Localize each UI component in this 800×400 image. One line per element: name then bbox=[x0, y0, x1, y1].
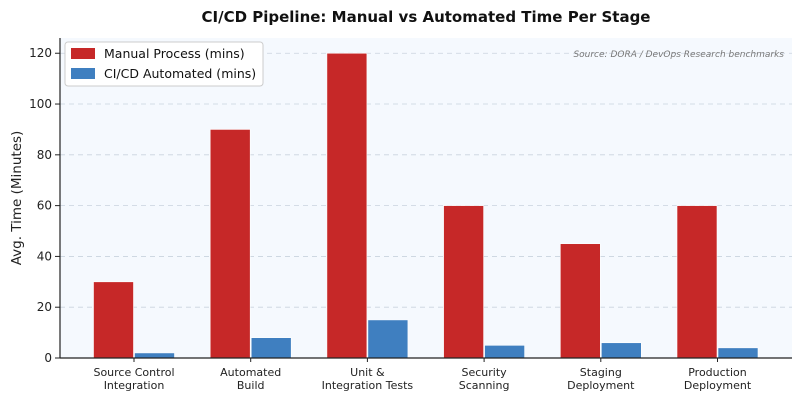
bar-manual bbox=[209, 129, 251, 359]
x-tick-label: Deployment bbox=[567, 379, 635, 392]
legend-label-manual: Manual Process (mins) bbox=[104, 46, 245, 61]
bar-manual bbox=[93, 281, 134, 359]
y-tick-label: 60 bbox=[37, 199, 52, 213]
x-tick-label: Integration bbox=[104, 379, 165, 392]
bar-manual bbox=[676, 205, 718, 359]
bar-automated bbox=[367, 319, 409, 359]
legend-swatch-manual bbox=[71, 48, 95, 59]
bar-automated bbox=[717, 347, 759, 359]
bars bbox=[93, 52, 759, 359]
bar-manual bbox=[559, 243, 601, 359]
y-tick-label: 40 bbox=[37, 249, 52, 263]
bar-manual bbox=[326, 52, 368, 359]
y-tick-label: 120 bbox=[29, 46, 52, 60]
x-tick-label: Build bbox=[237, 379, 265, 392]
x-tick-label: Automated bbox=[220, 366, 281, 379]
bar-automated bbox=[600, 342, 642, 359]
source-annotation: Source: DORA / DevOps Research benchmark… bbox=[573, 50, 784, 60]
bar-automated bbox=[484, 345, 525, 359]
x-tick-label: Production bbox=[688, 366, 747, 379]
y-tick-label: 100 bbox=[29, 97, 52, 111]
chart-title: CI/CD Pipeline: Manual vs Automated Time… bbox=[202, 8, 651, 26]
plot-area-background bbox=[60, 38, 792, 358]
legend-swatch-automated bbox=[71, 68, 95, 79]
bar-automated bbox=[134, 352, 175, 359]
x-tick-label: Integration Tests bbox=[322, 379, 414, 392]
bar-manual bbox=[443, 205, 484, 359]
x-tick-label: Security bbox=[462, 366, 508, 379]
y-tick-label: 0 bbox=[44, 351, 52, 365]
x-tick-label: Source Control bbox=[93, 366, 174, 379]
y-axis-label: Avg. Time (Minutes) bbox=[9, 131, 25, 266]
legend: Manual Process (mins) CI/CD Automated (m… bbox=[64, 41, 264, 87]
x-tick-label: Scanning bbox=[459, 379, 510, 392]
y-tick-label: 80 bbox=[37, 148, 52, 162]
x-tick-label: Staging bbox=[580, 366, 622, 379]
bar-automated bbox=[250, 337, 292, 359]
y-tick-label: 20 bbox=[37, 300, 52, 314]
y-ticks: 0 20 40 60 80 100 120 bbox=[29, 46, 60, 365]
legend-box bbox=[64, 41, 264, 87]
legend-label-automated: CI/CD Automated (mins) bbox=[104, 66, 256, 81]
x-tick-label: Unit & bbox=[350, 366, 385, 379]
x-tick-label: Deployment bbox=[684, 379, 752, 392]
